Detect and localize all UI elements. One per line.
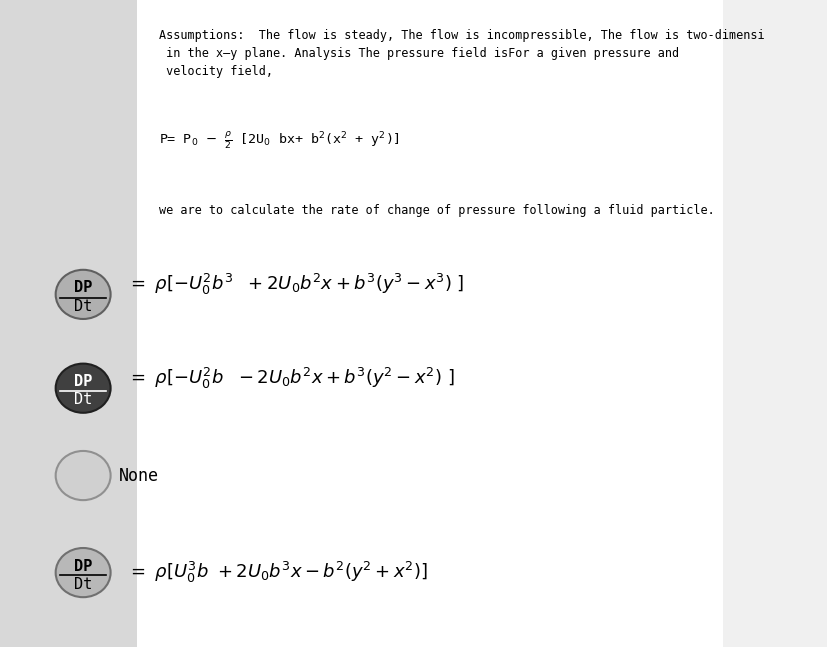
Text: DP: DP xyxy=(74,558,92,574)
FancyBboxPatch shape xyxy=(0,0,137,647)
Circle shape xyxy=(55,364,111,413)
Text: Dt: Dt xyxy=(74,392,92,408)
Text: $= \ \rho[U_0^3b\ +2U_0b^3x-b^2(y^2+x^2)]$: $= \ \rho[U_0^3b\ +2U_0b^3x-b^2(y^2+x^2)… xyxy=(127,560,427,585)
FancyBboxPatch shape xyxy=(137,0,722,647)
Text: we are to calculate the rate of change of pressure following a fluid particle.: we are to calculate the rate of change o… xyxy=(159,204,714,217)
Circle shape xyxy=(55,270,111,319)
Text: DP: DP xyxy=(74,374,92,389)
Circle shape xyxy=(55,548,111,597)
Text: Assumptions:  The flow is steady, The flow is incompressible, The flow is two-di: Assumptions: The flow is steady, The flo… xyxy=(159,29,764,78)
Circle shape xyxy=(55,451,111,500)
Text: DP: DP xyxy=(74,280,92,296)
Text: $= \ \rho[-U_0^2b^3\ \ +2U_0b^2x+b^3(y^3-x^3)\ ]$: $= \ \rho[-U_0^2b^3\ \ +2U_0b^2x+b^3(y^3… xyxy=(127,272,463,297)
Text: $= \ \rho[-U_0^2b\ \ -2U_0b^2x+b^3(y^2-x^2)\ ]$: $= \ \rho[-U_0^2b\ \ -2U_0b^2x+b^3(y^2-x… xyxy=(127,366,453,391)
Text: None: None xyxy=(119,466,159,485)
Text: P= P$_0$ $-$ $\frac{\rho}{2}$ [2U$_0$ bx+ b$^2$(x$^2$ + y$^2$)]: P= P$_0$ $-$ $\frac{\rho}{2}$ [2U$_0$ bx… xyxy=(159,129,399,151)
Text: Dt: Dt xyxy=(74,576,92,592)
Text: Dt: Dt xyxy=(74,298,92,314)
